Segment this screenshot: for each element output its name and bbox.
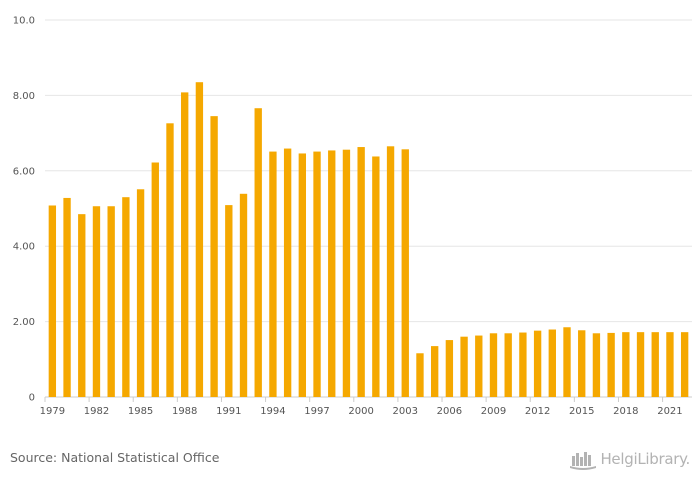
y-tick-label: 10.0	[13, 16, 35, 27]
x-tick-label: 2018	[613, 406, 638, 417]
bar-2008[interactable]	[475, 335, 483, 397]
bar-1995[interactable]	[283, 148, 292, 397]
bar-1994[interactable]	[269, 151, 277, 397]
bar-2009[interactable]	[489, 333, 498, 397]
brand-name: HelgiLibrary.	[600, 450, 690, 468]
bar-2007[interactable]	[460, 336, 468, 397]
x-axis-ticks: 1979 1982 1985 1988 1991 1994 1997 2000 2003 2006…	[40, 397, 683, 417]
bar-1989[interactable]	[195, 82, 204, 397]
bar-1993[interactable]	[254, 108, 262, 397]
y-tick-label: 2.00	[13, 317, 35, 328]
bar-1997[interactable]	[313, 151, 321, 397]
x-tick-label: 1997	[304, 406, 329, 417]
bar-2002[interactable]	[386, 146, 395, 397]
x-tick-label: 2012	[525, 406, 550, 417]
bar-1981[interactable]	[78, 214, 86, 397]
bar-1988[interactable]	[181, 92, 189, 397]
x-tick-label: 2000	[348, 406, 373, 417]
bar-2014[interactable]	[563, 327, 571, 397]
x-tick-label: 1979	[40, 406, 65, 417]
y-tick-label: 0	[29, 393, 35, 404]
source-note: Source: National Statistical Office	[10, 450, 220, 465]
bar-2012[interactable]	[533, 330, 542, 397]
bar-1992[interactable]	[239, 193, 248, 397]
bars	[48, 82, 689, 397]
bar-1990[interactable]	[210, 116, 218, 397]
x-tick-label: 1994	[260, 406, 285, 417]
bar-1996[interactable]	[298, 153, 307, 397]
x-tick-label: 2003	[393, 406, 418, 417]
bar-2015[interactable]	[578, 330, 586, 397]
bar-2006[interactable]	[445, 340, 454, 397]
bar-2020[interactable]	[651, 332, 659, 397]
y-tick-label: 6.00	[13, 166, 35, 177]
x-tick-label: 1988	[172, 406, 197, 417]
bar-1984[interactable]	[122, 197, 130, 397]
x-tick-label: 2006	[437, 406, 462, 417]
x-tick-label: 1985	[128, 406, 153, 417]
chart-footer: Source: National Statistical Office Helg…	[0, 448, 700, 483]
bar-2017[interactable]	[607, 332, 615, 397]
bar-2003[interactable]	[401, 149, 409, 397]
bar-2011[interactable]	[519, 332, 527, 397]
bar-2019[interactable]	[636, 332, 645, 397]
bar-2022[interactable]	[680, 332, 689, 397]
x-tick-label: 2015	[569, 406, 594, 417]
bar-2021[interactable]	[666, 332, 674, 397]
bar-1983[interactable]	[107, 206, 115, 397]
bar-1991[interactable]	[225, 205, 233, 397]
bar-2000[interactable]	[357, 147, 365, 397]
bar-1986[interactable]	[151, 162, 159, 397]
y-tick-label: 4.00	[13, 242, 35, 253]
bar-1985[interactable]	[136, 189, 145, 397]
x-tick-label: 1982	[84, 406, 109, 417]
bar-1980[interactable]	[63, 197, 71, 397]
helgi-logo-icon	[570, 452, 597, 470]
bar-2001[interactable]	[372, 156, 380, 397]
x-tick-label: 2021	[657, 406, 682, 417]
x-tick-label: 2009	[481, 406, 506, 417]
bar-2010[interactable]	[504, 333, 512, 397]
bar-1982[interactable]	[92, 206, 101, 397]
bar-1999[interactable]	[342, 149, 351, 397]
bar-1987[interactable]	[166, 123, 174, 397]
y-tick-label: 8.00	[13, 91, 35, 102]
brand-logo[interactable]: HelgiLibrary.	[570, 448, 690, 470]
bar-1979[interactable]	[48, 205, 57, 397]
y-axis-ticks: 0 2.00 4.00 6.00 8.00 10.0	[13, 16, 35, 404]
bar-1998[interactable]	[328, 150, 336, 397]
bar-2018[interactable]	[622, 332, 630, 397]
x-tick-label: 1991	[216, 406, 241, 417]
bar-2016[interactable]	[592, 333, 601, 397]
bar-2004[interactable]	[416, 353, 424, 397]
bar-2005[interactable]	[430, 346, 439, 397]
bar-2013[interactable]	[548, 329, 556, 397]
